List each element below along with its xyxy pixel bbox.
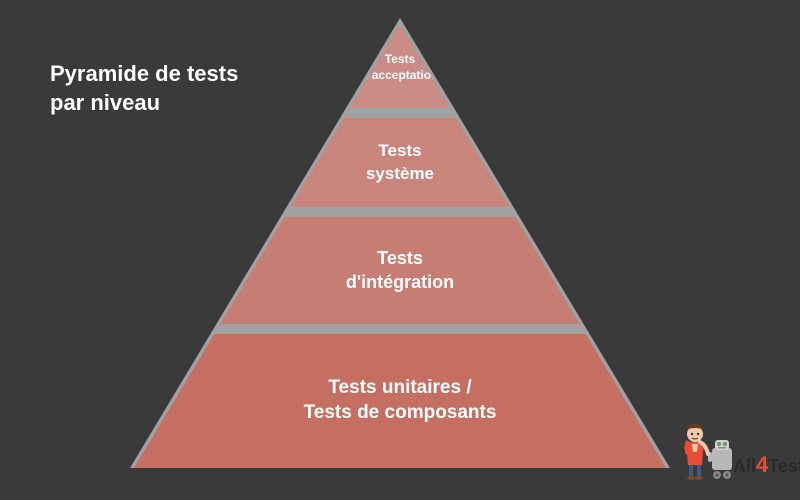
level-label: Testsd'intégration <box>346 247 454 294</box>
mascot-icon <box>680 420 735 480</box>
diagram-canvas: Pyramide de tests par niveau Testsd'acce… <box>0 0 800 500</box>
logo-text-right: Test <box>768 456 800 477</box>
level-label: Testssystème <box>366 140 434 184</box>
level-label: Tests unitaires /Tests de composants <box>304 376 497 425</box>
logo-text-accent: 4 <box>756 452 768 478</box>
brand-logo: All 4 Test <box>680 420 800 480</box>
logo-text-left: All <box>733 456 756 477</box>
pyramid-level-3: Tests unitaires /Tests de composants <box>134 334 666 468</box>
